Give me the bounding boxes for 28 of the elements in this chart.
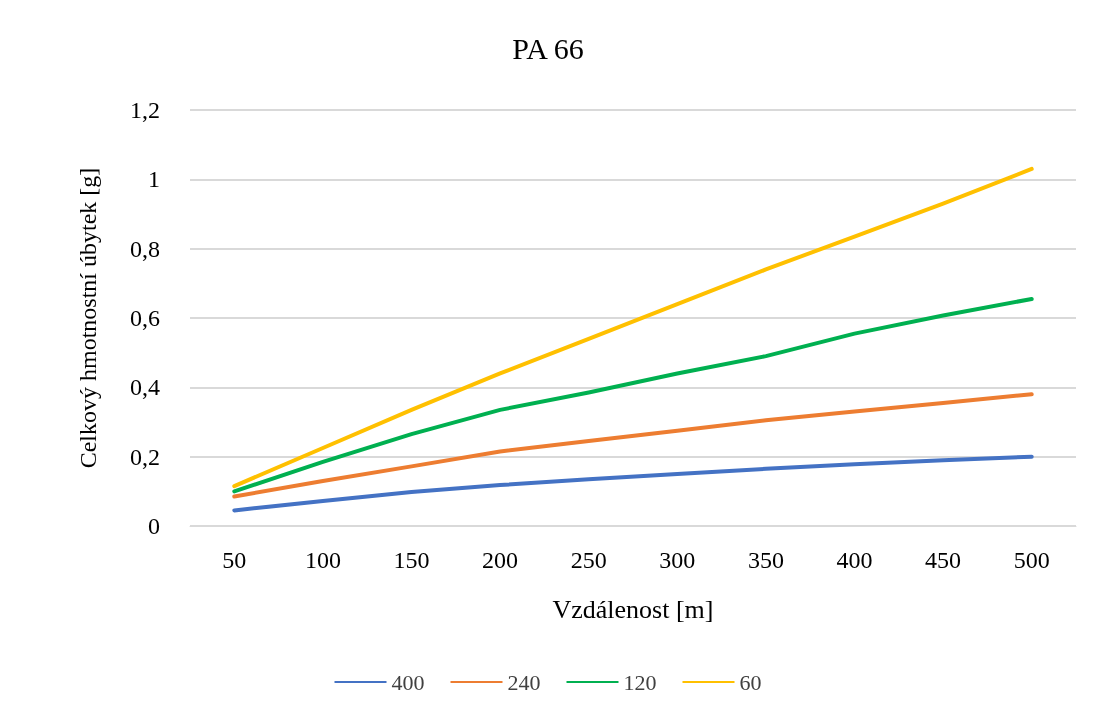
line-series — [232, 166, 1034, 489]
x-tick-label: 400 — [836, 547, 873, 573]
y-tick-label: 0,4 — [130, 374, 160, 401]
x-tick-label: 450 — [925, 547, 962, 573]
x-tick-label: 500 — [1013, 547, 1050, 573]
legend-label: 400 — [391, 669, 425, 695]
y-axis-title: Celkový hmotnostní úbytek [g] — [75, 167, 101, 469]
legend-label: 60 — [739, 669, 762, 695]
line-series — [232, 392, 1034, 499]
x-tick-label: 200 — [482, 547, 519, 573]
y-tick-label: 0,8 — [130, 235, 160, 262]
x-tick-label: 150 — [393, 547, 430, 573]
line-series — [232, 454, 1034, 513]
x-tick-label: 50 — [222, 547, 247, 573]
x-tick-label: 350 — [747, 547, 784, 573]
legend-label: 120 — [623, 669, 657, 695]
legend-label: 240 — [507, 669, 541, 695]
x-axis-title: Vzdálenost [m] — [552, 594, 714, 624]
line-series — [232, 296, 1034, 494]
y-tick-label: 1,2 — [130, 97, 160, 123]
x-tick-label: 300 — [659, 547, 696, 573]
y-tick-label: 0,6 — [130, 305, 160, 331]
y-tick-label: 0 — [148, 513, 160, 539]
x-tick-label: 100 — [304, 547, 341, 573]
y-tick-label: 1 — [148, 166, 160, 193]
y-tick-label: 0,2 — [130, 443, 160, 470]
chart-title: PA 66 — [512, 31, 584, 65]
x-tick-label: 250 — [570, 547, 607, 573]
